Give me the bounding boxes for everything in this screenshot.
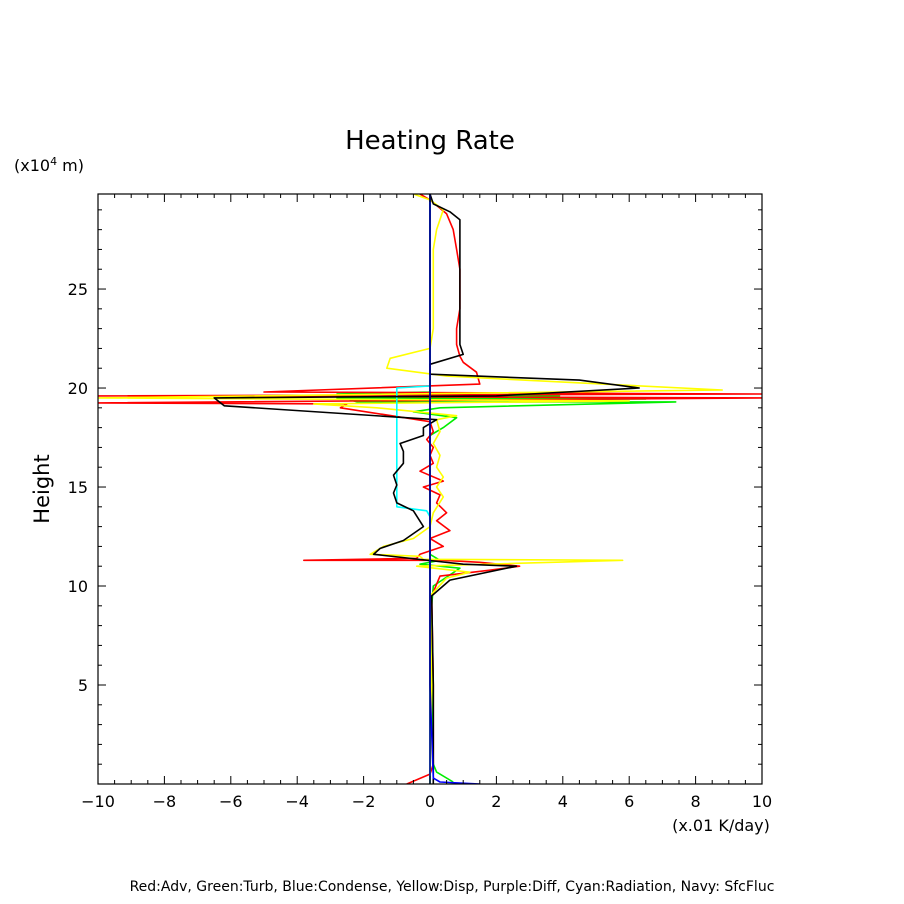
y-unit-exponent: 4	[50, 155, 57, 168]
series-line-turb	[336, 194, 677, 783]
y-tick-label: 10	[68, 577, 88, 596]
y-unit-prefix: (x10	[14, 156, 50, 175]
series-layer	[98, 194, 762, 784]
y-tick-label: 20	[68, 379, 88, 398]
x-tick-label: −8	[153, 792, 177, 811]
x-tick-label: 10	[752, 792, 772, 811]
x-tick-label: −4	[285, 792, 309, 811]
series-line-adv	[98, 194, 762, 784]
x-tick-label: 2	[491, 792, 501, 811]
x-tick-label: −2	[352, 792, 376, 811]
y-unit-suffix: m)	[57, 156, 84, 175]
x-tick-label: 0	[425, 792, 435, 811]
plot-frame	[97, 193, 763, 785]
x-tick-label: 8	[691, 792, 701, 811]
x-axis-unit-label: (x.01 K/day)	[672, 816, 770, 835]
y-tick-label: 25	[68, 280, 88, 299]
chart-title: Heating Rate	[345, 126, 515, 156]
series-line-radiation	[395, 194, 431, 784]
x-tick-label: −10	[81, 792, 115, 811]
y-tick-label: 5	[78, 676, 88, 695]
x-tick-label: 6	[624, 792, 634, 811]
series-line-disp	[98, 194, 724, 784]
y-tick-label: 15	[68, 478, 88, 497]
legend-text: Red:Adv, Green:Turb, Blue:Condense, Yell…	[130, 879, 775, 895]
axis-layer: −10 −8 −6 −4 −2 0 2 4 6 8 10 5 10 15 20 25	[68, 194, 772, 811]
y-axis-title: Height	[30, 454, 54, 523]
y-unit-label: (x104 m)	[14, 155, 84, 175]
series-line-total	[213, 194, 641, 784]
x-tick-label: −6	[219, 792, 243, 811]
x-tick-label: 4	[558, 792, 568, 811]
